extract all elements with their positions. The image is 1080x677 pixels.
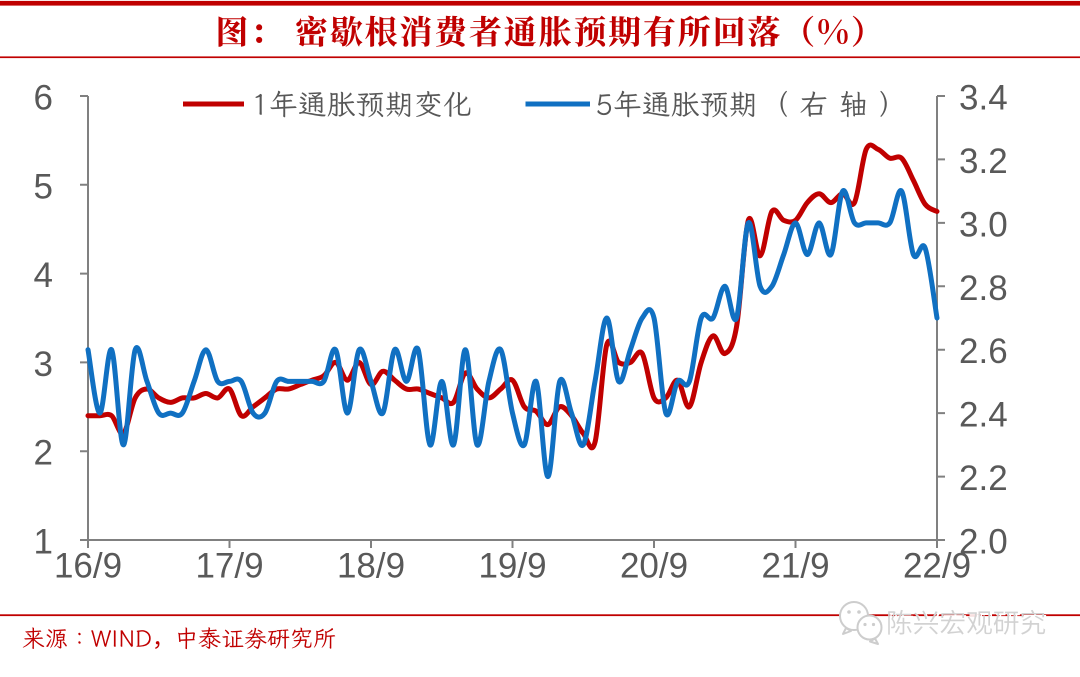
svg-text:3.2: 3.2: [959, 142, 1008, 181]
svg-text:19/9: 19/9: [478, 547, 546, 586]
svg-text:3: 3: [34, 345, 53, 384]
svg-text:2: 2: [34, 434, 53, 473]
svg-text:16/9: 16/9: [54, 547, 122, 586]
svg-text:22/9: 22/9: [903, 547, 971, 586]
svg-text:5: 5: [34, 167, 53, 206]
svg-text:6: 6: [34, 79, 53, 118]
svg-text:20/9: 20/9: [620, 547, 688, 586]
svg-text:18/9: 18/9: [337, 547, 405, 586]
svg-text:2.6: 2.6: [959, 332, 1008, 371]
svg-text:4: 4: [34, 256, 53, 295]
svg-text:3.0: 3.0: [959, 205, 1008, 244]
svg-text:2.0: 2.0: [959, 523, 1008, 562]
svg-text:2.2: 2.2: [959, 459, 1008, 498]
svg-text:3.4: 3.4: [959, 79, 1008, 118]
svg-text:2.4: 2.4: [959, 396, 1008, 435]
svg-text:17/9: 17/9: [195, 547, 263, 586]
svg-text:1: 1: [34, 523, 53, 562]
svg-text:21/9: 21/9: [761, 547, 829, 586]
svg-text:2.8: 2.8: [959, 269, 1008, 308]
